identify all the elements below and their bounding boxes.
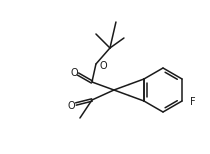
Text: O: O [99,61,107,71]
Text: O: O [67,101,75,111]
Text: O: O [70,68,78,78]
Text: F: F [190,97,196,107]
